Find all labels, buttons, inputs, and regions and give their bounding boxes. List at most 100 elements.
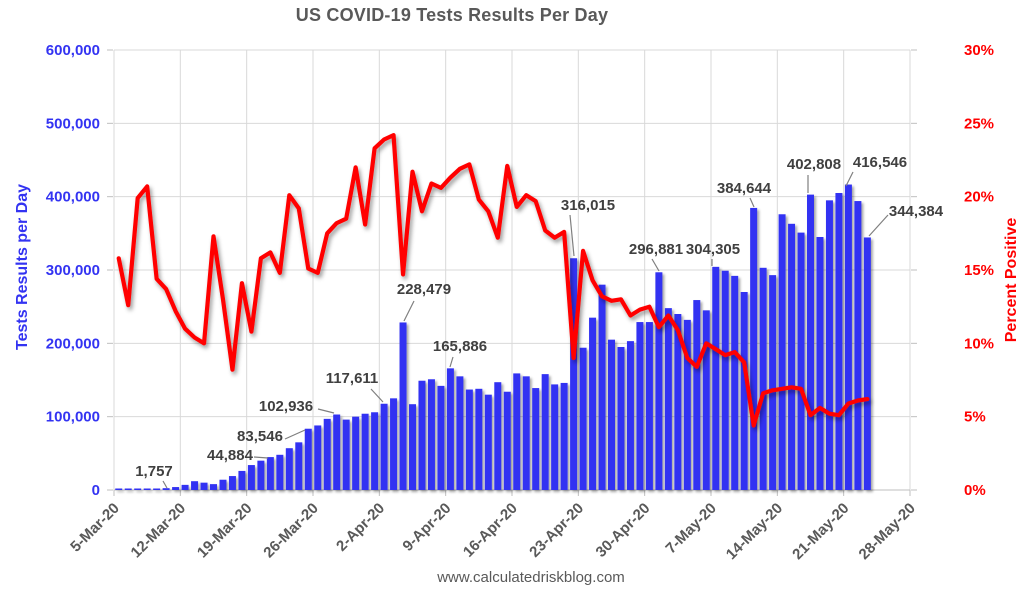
test-bar [276,454,284,490]
test-bar [484,394,492,490]
test-bar [333,414,341,490]
annotation-label: 117,611 [326,370,379,387]
annotation-leader-line [651,258,660,272]
test-bar [200,482,208,490]
test-bar [418,380,426,490]
test-bar [238,470,246,490]
test-bar [788,223,796,491]
test-bar [712,266,720,490]
test-bar [115,488,123,490]
test-bar [721,270,729,490]
test-bar [513,373,521,490]
x-axis-tick-label: 19-Mar-20 [194,500,256,562]
test-bar [342,419,350,490]
annotation-label: 402,808 [787,156,841,173]
test-bar [769,275,777,490]
test-bar [219,479,227,490]
x-axis-tick-label: 30-Apr-20 [593,500,654,561]
test-bar [446,368,454,490]
left-axis-tick-label: 600,000 [46,42,100,59]
test-bar [560,382,568,490]
right-axis-tick-label: 5% [964,409,986,426]
annotation-label: 304,305 [686,241,740,258]
test-bar [683,319,691,490]
gridlines [107,49,917,496]
test-bar [266,457,274,490]
test-bar [740,292,748,490]
test-bar [181,484,189,490]
test-bar [437,385,445,490]
test-bar [371,412,379,490]
annotation-label: 384,644 [717,180,772,197]
test-bar [645,322,653,490]
right-axis-tick-label: 30% [964,42,994,59]
test-bar [626,341,634,490]
test-bar [143,488,151,490]
test-bar [664,308,672,490]
test-bar [617,347,625,490]
test-bar [191,481,199,490]
annotation-label: 1,757 [135,463,173,480]
right-axis-tick-label: 15% [964,262,994,279]
annotation-label: 44,884 [207,447,254,464]
x-axis-tick-label: 14-May-20 [723,500,786,563]
annotation-label: 344,384 [889,203,944,220]
right-axis-tick-label: 20% [964,189,994,206]
annotation-label: 102,936 [259,398,313,415]
test-bar [247,465,255,490]
left-axis-tick-label: 0 [92,482,100,499]
test-bar [172,487,180,490]
test-bar [153,488,161,490]
test-bar [532,388,540,490]
annotation-leader-line [317,408,335,414]
test-bar [816,237,824,490]
test-bar [570,258,578,490]
test-bar [314,425,322,490]
test-bar [503,391,511,490]
test-bar [285,448,293,490]
test-bar [750,207,758,490]
test-bar [579,347,587,490]
test-bar [674,314,682,490]
annotations: 1,757 44,884 83,546 102,936 117,611 228,479 16… [135,154,944,489]
test-bar [323,418,331,490]
x-axis-tick-label: 2-Apr-20 [333,500,388,555]
annotation-leader-line [370,388,384,403]
annotation-leader-line [845,171,854,187]
test-bar [228,476,236,490]
test-bar [693,300,701,490]
chart-title: US COVID-19 Tests Results Per Day [295,5,609,25]
test-bar [352,416,360,490]
annotation-label: 83,546 [237,428,283,445]
test-bar [427,379,435,490]
x-axis-tick-label: 16-Apr-20 [460,500,521,561]
test-bar [409,404,416,490]
test-bar [124,488,132,490]
test-bar [399,322,407,490]
right-axis-tick-label: 0% [964,482,986,499]
x-axis-tick-label: 23-Apr-20 [526,500,587,561]
test-bar [759,267,767,490]
annotation-label: 416,546 [853,154,907,171]
test-bar [655,272,663,490]
test-bar [589,317,597,490]
source-url: www.calculatedriskblog.com [437,569,625,586]
test-bar [456,376,464,490]
x-axis-tick-label: 7-May-20 [662,500,719,557]
x-axis-tick-label: 5-Mar-20 [67,500,123,556]
test-bar [475,388,483,490]
right-axis-tick-label: 10% [964,335,994,352]
annotation-label: 228,479 [397,281,451,298]
test-bar [608,339,615,490]
positivity-line [116,133,870,428]
test-bar [636,322,644,490]
x-axis-tick-label: 21-May-20 [789,500,852,563]
test-bar [541,374,549,490]
test-bar [295,442,303,490]
annotation-leader-line [569,214,575,257]
annotation-label: 165,886 [433,338,487,355]
test-bar [778,214,786,490]
tests-bars-series [115,184,871,491]
